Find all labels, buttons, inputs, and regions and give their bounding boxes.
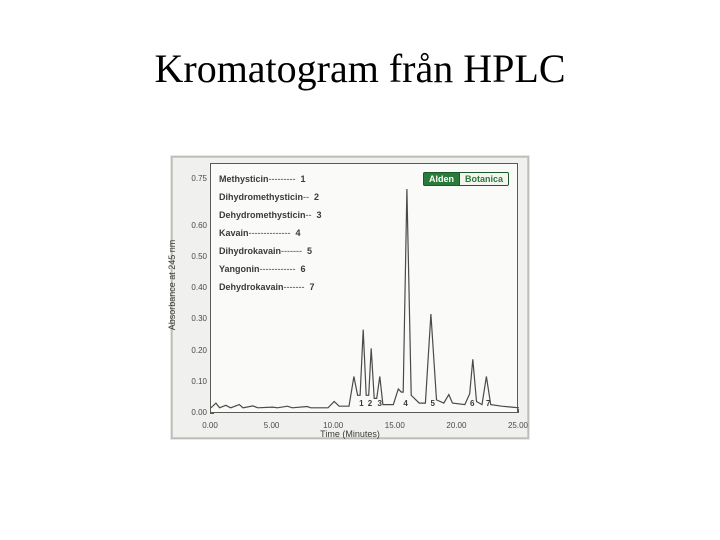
peak-number: 6 <box>470 399 474 408</box>
peak-number: 5 <box>431 399 435 408</box>
peak-number: 3 <box>378 399 382 408</box>
y-tick-label: 0.60 <box>181 221 207 230</box>
y-tick-label: 0.20 <box>181 346 207 355</box>
y-tick-label: 0.00 <box>181 408 207 417</box>
peak-number: 7 <box>486 399 490 408</box>
y-tick-label: 0.75 <box>181 174 207 183</box>
y-tick-label: 0.40 <box>181 283 207 292</box>
x-tick-label: 5.00 <box>257 421 287 430</box>
x-axis-label: Time (Minutes) <box>170 429 530 439</box>
chart-frame: Absorbance at 245 nm Time (Minutes) 0.00… <box>170 155 530 440</box>
y-tick-label: 0.50 <box>181 252 207 261</box>
peak-number: 1 <box>359 399 363 408</box>
x-tick-label: 20.00 <box>441 421 471 430</box>
x-tick-label: 25.00 <box>503 421 533 430</box>
y-tick-label: 0.10 <box>181 377 207 386</box>
y-axis-label: Absorbance at 245 nm <box>167 240 177 331</box>
chromatogram-trace <box>211 164 519 414</box>
page-title: Kromatogram från HPLC <box>0 45 720 92</box>
peak-number: 2 <box>368 399 372 408</box>
chromatogram-plot: AldenBotanica Methysticin--------- 1Dihy… <box>210 163 518 413</box>
x-tick-label: 0.00 <box>195 421 225 430</box>
y-tick-label: 0.30 <box>181 314 207 323</box>
peak-number: 4 <box>403 399 407 408</box>
x-tick-label: 15.00 <box>380 421 410 430</box>
x-tick-label: 10.00 <box>318 421 348 430</box>
